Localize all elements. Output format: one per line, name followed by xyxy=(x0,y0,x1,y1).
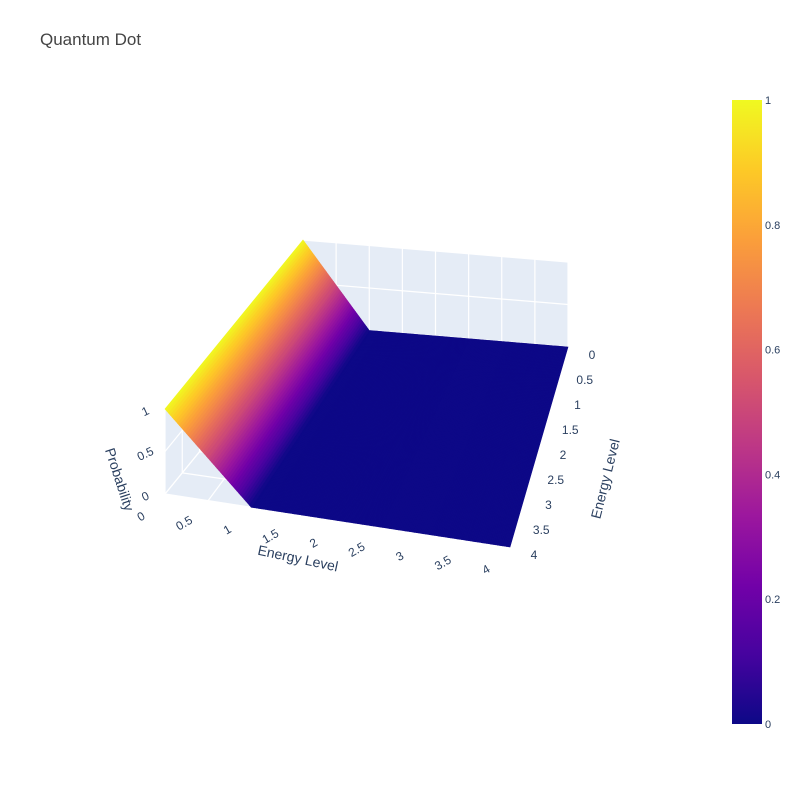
colorbar-tick-label: 0.4 xyxy=(765,469,780,481)
colorbar-tick-label: 0.2 xyxy=(765,594,780,606)
gridline-z-back xyxy=(302,281,569,306)
surface-mesh xyxy=(164,239,569,548)
y-axis-title: Energy Level xyxy=(588,437,623,520)
y-tick-label: 3 xyxy=(545,498,552,512)
gridline-z-back xyxy=(302,239,569,263)
x-tick-label: 0 xyxy=(135,509,148,525)
colorbar-tick-label: 0.8 xyxy=(765,220,780,232)
surface-strip xyxy=(507,346,569,548)
x-axis-title: Energy Level xyxy=(256,542,339,575)
z-tick-label: 0 xyxy=(139,488,151,504)
colorbar-tick-label: 0 xyxy=(765,719,771,731)
y-axis-ticks: 0 0.5 1 1.5 2 2.5 3 3.5 4 xyxy=(531,348,596,562)
x-tick-label: 2 xyxy=(307,535,320,551)
y-tick-label: 1 xyxy=(574,398,581,412)
y-tick-label: 3.5 xyxy=(533,523,550,537)
z-tick-label: 1 xyxy=(139,403,151,419)
x-tick-label: 3.5 xyxy=(432,553,454,574)
y-tick-label: 4 xyxy=(531,548,538,562)
x-tick-label: 1 xyxy=(221,522,234,538)
colorbar-gradient xyxy=(732,100,762,724)
x-tick-label: 3 xyxy=(393,548,406,564)
surface-strip xyxy=(249,328,370,508)
colorbar-tick-label: 0.6 xyxy=(765,345,780,357)
chart-title: Quantum Dot xyxy=(40,30,141,49)
z-tick-label: 0.5 xyxy=(135,444,156,464)
3d-scene: 0 0.5 1 1.5 2 2.5 3 3.5 4 00.511.522.533.54 00.5… xyxy=(135,239,596,578)
colorbar-tick-label: 1 xyxy=(765,95,771,107)
x-tick-label: 0.5 xyxy=(173,513,195,534)
z-axis-title: Probability xyxy=(102,446,137,513)
z-axis-ticks: 00.51 xyxy=(135,403,156,504)
surface-strip xyxy=(464,343,536,541)
surface-strip xyxy=(378,338,470,528)
y-tick-label: 1.5 xyxy=(562,423,579,437)
y-tick-label: 0.5 xyxy=(576,373,593,387)
colorbar-ticks: 0 0.2 0.4 0.6 0.8 1 xyxy=(765,95,780,731)
surface-strip xyxy=(205,282,337,459)
surface-strip xyxy=(292,332,403,515)
y-tick-label: 2 xyxy=(560,448,567,462)
colorbar: 0 0.2 0.4 0.6 0.8 1 xyxy=(732,95,780,731)
y-tick-label: 0 xyxy=(589,348,596,362)
x-tick-label: 4 xyxy=(480,562,493,578)
x-tick-label: 2.5 xyxy=(346,539,368,560)
surface-strip xyxy=(421,341,503,535)
y-tick-label: 2.5 xyxy=(547,473,564,487)
surface-strip xyxy=(335,335,436,521)
